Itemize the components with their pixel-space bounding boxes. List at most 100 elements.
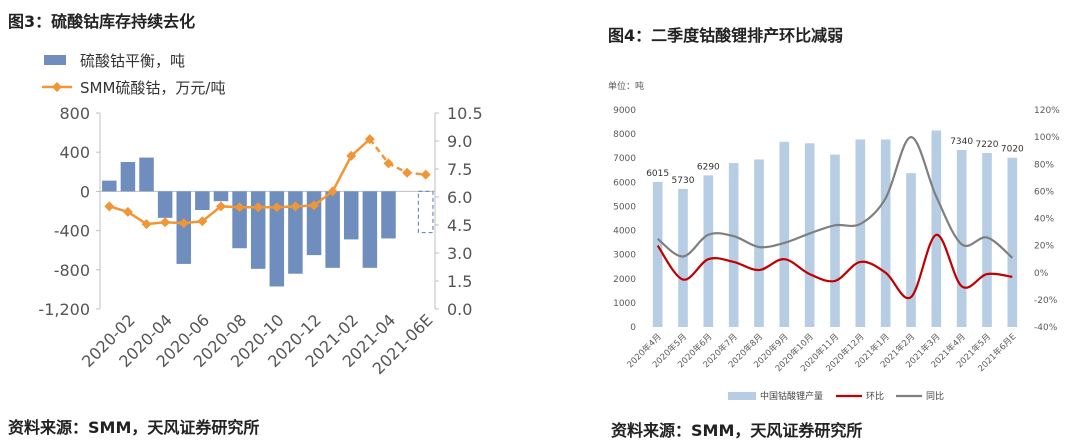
y-tick-label-left: 9000 <box>613 106 636 116</box>
y-tick-label-right: 60% <box>1034 187 1054 197</box>
right-chart-title: 图4：二季度钴酸锂排产环比减弱 <box>608 26 844 45</box>
bar-data-label: 7340 <box>950 137 973 147</box>
price-point <box>141 219 152 230</box>
balance-bar <box>269 191 285 287</box>
left-chart: 硫酸钴平衡，吨 SMM硫酸钴，万元/吨 800 400 0 -400 -800 -1,200 1… <box>38 52 483 378</box>
legend-bar-swatch <box>44 55 66 65</box>
y-tick-label-right: 40% <box>1034 215 1054 225</box>
right-chart-source: 资料来源：SMM，天风证券研究所 <box>611 421 863 440</box>
legend-mom-label: 环比 <box>866 390 884 402</box>
price-point <box>271 202 282 213</box>
production-bar <box>779 141 790 327</box>
y-tick-label-right: 4.5 <box>447 216 472 235</box>
y-tick-label-left: -1,200 <box>38 300 90 319</box>
production-bar <box>880 139 891 327</box>
y-tick-label-left: -800 <box>54 261 90 280</box>
price-point <box>215 201 226 212</box>
y-tick-label-left: 1000 <box>613 299 636 309</box>
price-point <box>327 186 338 197</box>
balance-bar <box>325 191 340 268</box>
legend-bar-label: 硫酸钴平衡，吨 <box>80 52 185 70</box>
balance-bar <box>250 191 266 269</box>
balance-bar <box>362 191 378 268</box>
legend-line-marker <box>52 82 62 92</box>
balance-bar <box>343 191 359 240</box>
balance-bar <box>213 191 229 202</box>
bar-data-label: 7220 <box>976 140 999 150</box>
y-tick-label-left: -400 <box>54 222 90 241</box>
y-tick-label-left: 2000 <box>613 275 636 285</box>
unit-label: 单位：吨 <box>608 80 644 92</box>
y-tick-label-right: 80% <box>1034 160 1054 170</box>
production-bar <box>956 150 967 327</box>
price-point <box>346 150 357 161</box>
price-point <box>290 201 301 212</box>
y-tick-label-left: 0 <box>630 323 636 333</box>
price-point <box>383 158 394 169</box>
production-bar <box>728 163 739 327</box>
production-bar <box>1007 157 1018 327</box>
balance-bar <box>120 162 136 192</box>
legend-line-label: SMM硫酸钴，万元/吨 <box>80 79 225 97</box>
right-chart: 单位：吨 9000 8000 7000 6000 5000 4000 3000 2000 1000… <box>608 80 1060 402</box>
price-point <box>122 206 133 217</box>
price-point <box>309 200 320 211</box>
left-chart-title: 图3：硫酸钴库存持续去化 <box>8 12 196 31</box>
production-bar <box>830 154 840 327</box>
y-tick-label-left: 800 <box>59 104 90 123</box>
legend-yoy-label: 同比 <box>926 390 944 402</box>
legend-bar-swatch <box>728 392 756 400</box>
balance-bar <box>288 191 303 274</box>
y-tick-label-right: 10.5 <box>447 104 483 123</box>
production-bar <box>652 181 663 327</box>
y-tick-label-right: 120% <box>1034 106 1060 116</box>
price-point <box>197 216 208 227</box>
production-bar <box>855 139 866 327</box>
y-tick-label-left: 3000 <box>613 251 636 261</box>
bar-data-label: 6290 <box>697 162 720 172</box>
y-tick-label-right: 6.0 <box>447 188 472 207</box>
balance-bar <box>232 191 247 249</box>
y-tick-label-right: 3.0 <box>447 244 472 263</box>
y-tick-label-left: 6000 <box>613 178 636 188</box>
price-point <box>253 202 264 213</box>
balance-bar <box>102 180 117 192</box>
balance-bar <box>139 157 154 192</box>
production-bar <box>804 143 815 327</box>
production-bar <box>931 130 942 327</box>
y-tick-label-right: 0% <box>1034 269 1049 279</box>
y-tick-label-right: 20% <box>1034 242 1054 252</box>
y-tick-label-right: -20% <box>1034 296 1058 306</box>
bar-data-label: 5730 <box>672 176 695 186</box>
y-tick-label-right: 0.0 <box>447 300 472 319</box>
balance-bar <box>157 191 173 218</box>
price-point <box>402 167 413 178</box>
price-point <box>104 201 115 212</box>
balance-bar <box>195 191 210 211</box>
production-bar <box>982 152 992 327</box>
mom-line <box>656 233 1013 300</box>
price-point <box>420 169 431 180</box>
y-tick-label-right: 1.5 <box>447 272 472 291</box>
left-chart-source: 资料来源：SMM，天风证券研究所 <box>8 418 260 437</box>
y-tick-label-left: 400 <box>59 143 90 162</box>
y-tick-label-right: 7.5 <box>447 160 472 179</box>
bar-data-label: 7020 <box>1001 145 1024 155</box>
y-tick-label-right: 9.0 <box>447 132 472 151</box>
y-tick-label-right: 100% <box>1034 133 1060 143</box>
balance-bar-forecast <box>417 190 434 234</box>
yoy-line <box>656 136 1014 259</box>
price-point <box>234 202 245 213</box>
price-point <box>160 217 171 228</box>
production-bar <box>906 173 916 327</box>
production-bar <box>754 159 764 327</box>
y-tick-label-left: 7000 <box>613 154 636 164</box>
y-tick-label-left: 5000 <box>613 202 636 212</box>
legend-bar-label: 中国钴酸锂产量 <box>760 390 823 402</box>
y-tick-label-left: 0 <box>80 182 90 201</box>
y-tick-label-left: 4000 <box>613 227 636 237</box>
y-tick-label-right: -40% <box>1034 323 1058 333</box>
production-bar <box>703 175 714 327</box>
balance-bar <box>381 191 396 239</box>
y-tick-label-left: 8000 <box>613 130 636 140</box>
